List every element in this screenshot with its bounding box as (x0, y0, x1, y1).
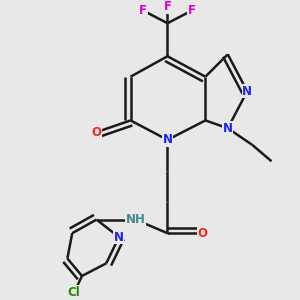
Text: F: F (164, 0, 172, 13)
Text: N: N (223, 122, 233, 135)
Text: N: N (242, 85, 252, 98)
Text: O: O (92, 126, 101, 139)
Text: N: N (114, 231, 124, 244)
Text: F: F (139, 4, 147, 17)
Text: O: O (197, 227, 208, 240)
Text: F: F (188, 4, 196, 17)
Text: Cl: Cl (68, 286, 81, 299)
Text: NH: NH (125, 213, 146, 226)
Text: N: N (163, 134, 172, 146)
